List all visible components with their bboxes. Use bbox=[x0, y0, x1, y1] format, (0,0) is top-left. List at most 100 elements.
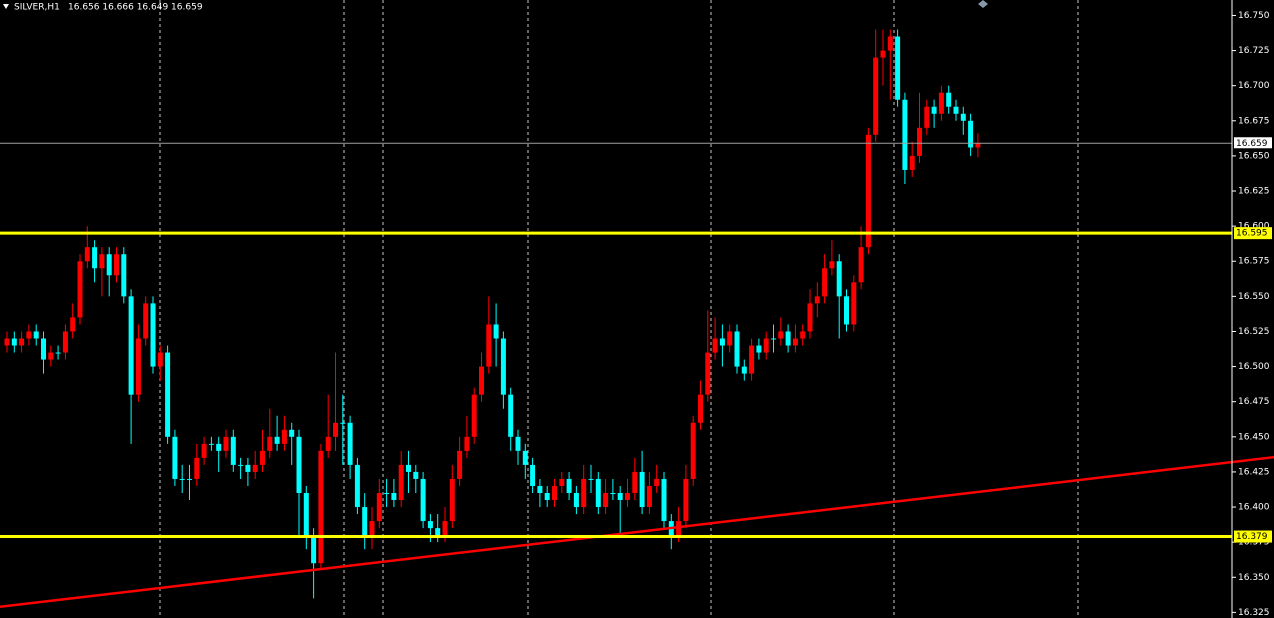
candle-body bbox=[398, 464, 404, 501]
candle-body bbox=[420, 478, 426, 522]
candle-body bbox=[712, 338, 718, 353]
candle-body bbox=[230, 436, 236, 465]
shift-marker[interactable] bbox=[978, 0, 988, 8]
candle-body bbox=[354, 464, 360, 508]
candle-body bbox=[603, 492, 609, 508]
candle-body bbox=[311, 535, 317, 564]
candle-body bbox=[865, 134, 871, 248]
candle-body bbox=[617, 492, 623, 501]
menu-arrow[interactable] bbox=[3, 4, 9, 9]
candle-body bbox=[128, 296, 134, 395]
candle-body bbox=[260, 450, 265, 465]
candle-body bbox=[917, 127, 922, 156]
candle-body bbox=[544, 492, 550, 501]
candle-body bbox=[435, 528, 441, 536]
candle-body bbox=[376, 492, 382, 522]
y-tick-label: 16.350 bbox=[1238, 573, 1270, 583]
candle-body bbox=[165, 352, 171, 437]
candle-body bbox=[77, 261, 83, 318]
candle-body bbox=[340, 422, 346, 424]
candle-body bbox=[595, 478, 601, 508]
candle-body bbox=[252, 464, 258, 472]
candle-body bbox=[975, 143, 981, 148]
candle-body bbox=[347, 422, 353, 465]
candle-body bbox=[530, 464, 536, 486]
candle-body bbox=[55, 352, 61, 354]
candle-body bbox=[208, 443, 214, 445]
candle-body bbox=[829, 261, 835, 269]
candle-body bbox=[931, 106, 937, 114]
candle-body bbox=[493, 324, 499, 339]
candle-body bbox=[486, 324, 492, 367]
price-label-box bbox=[1234, 137, 1272, 149]
candle-body bbox=[588, 478, 594, 480]
level-label-box bbox=[1234, 227, 1272, 240]
candle-body bbox=[814, 296, 820, 304]
candle-body bbox=[143, 303, 149, 339]
candle-body bbox=[26, 331, 32, 339]
plot bbox=[0, 29, 1274, 609]
candle-body bbox=[384, 492, 390, 494]
candle-body bbox=[500, 338, 506, 395]
candle-body bbox=[895, 36, 901, 100]
candle-body bbox=[19, 338, 25, 346]
candle-body bbox=[858, 247, 864, 283]
candle-body bbox=[427, 521, 433, 529]
candle-body bbox=[413, 471, 419, 479]
candle-body bbox=[552, 485, 557, 501]
candle-body bbox=[727, 331, 733, 346]
y-tick-label: 16.500 bbox=[1238, 362, 1270, 372]
candle-body bbox=[92, 247, 98, 269]
price-axis: 16.325 16.350 16.375 16.400 16.425 16.450 16.4… bbox=[1232, 11, 1272, 618]
candle-body bbox=[844, 296, 849, 325]
candle-body bbox=[281, 429, 287, 444]
level-label-box bbox=[1234, 530, 1272, 543]
candle-body bbox=[296, 436, 302, 493]
candle-body bbox=[33, 331, 39, 339]
candle-body bbox=[135, 338, 141, 395]
candle-body bbox=[70, 317, 76, 332]
y-tick-label: 16.700 bbox=[1238, 81, 1270, 91]
candle-body bbox=[289, 429, 295, 437]
candle-body bbox=[464, 436, 470, 451]
price-label: 16.659 bbox=[1236, 139, 1268, 149]
candle-body bbox=[179, 478, 185, 480]
candle-body bbox=[741, 366, 747, 374]
y-tick-label: 16.425 bbox=[1238, 467, 1270, 477]
candle-body bbox=[150, 303, 156, 367]
candle-body bbox=[333, 422, 338, 437]
candle-body bbox=[11, 338, 17, 346]
candle-body bbox=[690, 422, 696, 479]
candle-body bbox=[756, 345, 762, 353]
candle-body bbox=[625, 492, 630, 501]
candle-body bbox=[719, 338, 725, 346]
time-grid bbox=[159, 0, 1079, 618]
candle-body bbox=[705, 352, 711, 395]
chart-title: SILVER,H1 bbox=[14, 3, 60, 13]
y-tick-label: 16.750 bbox=[1238, 11, 1270, 21]
candle-body bbox=[84, 247, 90, 262]
candle-body bbox=[274, 436, 280, 444]
candle-body bbox=[953, 106, 959, 114]
candle-body bbox=[836, 261, 842, 297]
candle-body bbox=[632, 471, 638, 493]
y-tick-label: 16.625 bbox=[1238, 187, 1270, 197]
y-tick-label: 16.450 bbox=[1238, 432, 1270, 442]
y-tick-label: 16.400 bbox=[1238, 503, 1270, 513]
candle-body bbox=[48, 352, 54, 360]
candle-body bbox=[238, 464, 244, 466]
y-tick-label: 16.325 bbox=[1238, 608, 1270, 618]
candle-body bbox=[778, 331, 784, 339]
candle-body bbox=[223, 436, 229, 451]
candle-body bbox=[325, 436, 331, 451]
candle-body bbox=[508, 394, 514, 437]
candle-body bbox=[873, 57, 879, 135]
candle-body bbox=[946, 92, 952, 107]
candle-body bbox=[172, 436, 178, 479]
candle-body bbox=[4, 338, 10, 346]
candle-body bbox=[522, 450, 528, 465]
candle-body bbox=[698, 394, 703, 423]
candle-body bbox=[646, 485, 652, 508]
level-label: 16.595 bbox=[1236, 229, 1268, 239]
